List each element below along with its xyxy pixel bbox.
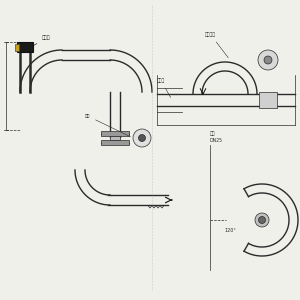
Circle shape [133,129,151,147]
Circle shape [259,217,266,224]
Bar [17,42,33,52]
Circle shape [264,56,272,64]
Text: 電机: 電机 [85,114,130,137]
Bar [101,140,129,145]
Circle shape [139,134,145,142]
Text: 旁通管道: 旁通管道 [205,32,228,58]
Text: 支腊: 支腊 [210,131,215,136]
Circle shape [255,213,269,227]
Text: 120°: 120° [224,228,236,233]
Text: 上端蓋: 上端蓋 [33,35,51,46]
Bar [259,92,277,108]
Bar [110,136,120,140]
Text: 主管道: 主管道 [157,78,171,98]
Circle shape [258,50,278,70]
Bar [101,131,129,136]
Text: DN25: DN25 [210,138,223,143]
Bar [15,44,19,51]
